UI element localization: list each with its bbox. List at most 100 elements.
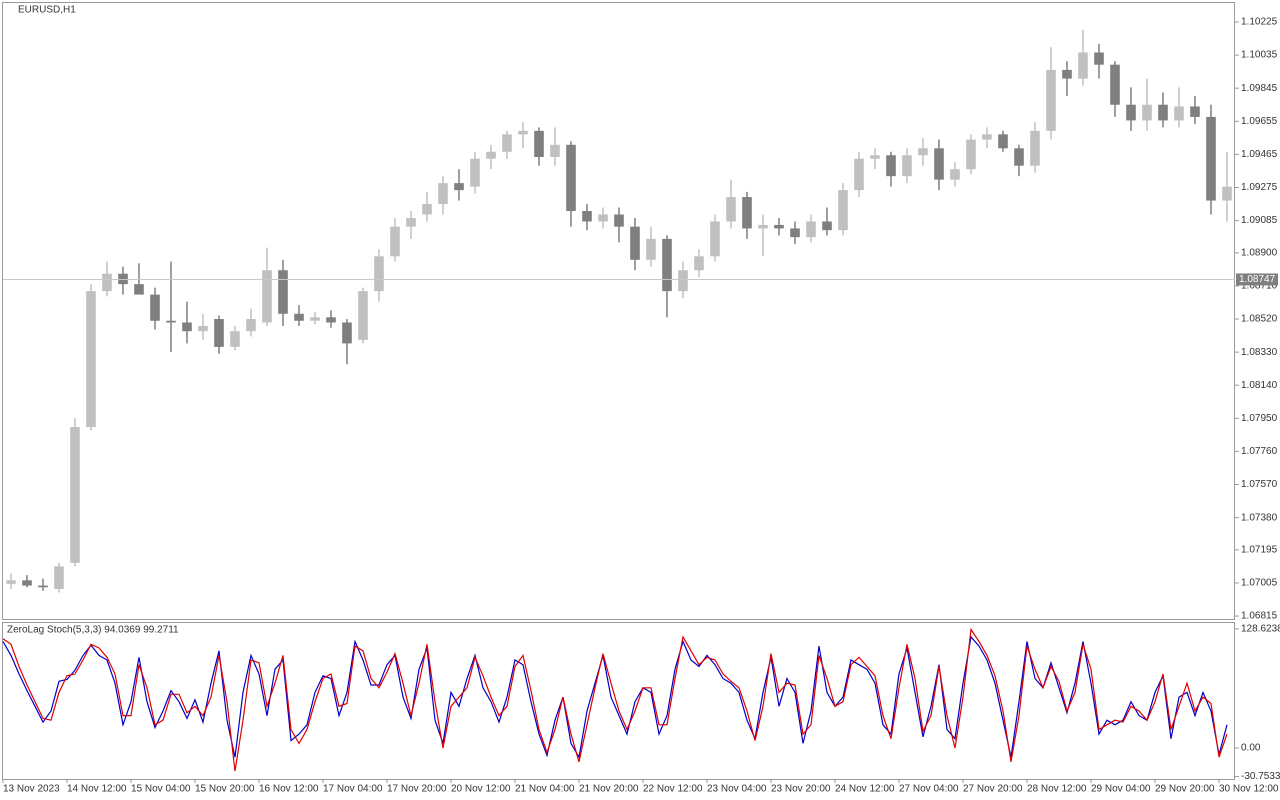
x-tick-label: 15 Nov 04:00 bbox=[131, 784, 191, 795]
candle-body bbox=[262, 270, 272, 323]
x-tick-label: 28 Nov 12:00 bbox=[1027, 784, 1087, 795]
candle-body bbox=[790, 228, 800, 238]
candle-body bbox=[1110, 64, 1120, 105]
candle-body bbox=[230, 331, 240, 347]
candle-body bbox=[502, 134, 512, 152]
candle-body bbox=[1206, 116, 1216, 201]
candle-body bbox=[1126, 104, 1136, 121]
indicator-panel bbox=[2, 622, 1235, 780]
y-tick-label: 1.06815 bbox=[1241, 611, 1278, 622]
candle-body bbox=[310, 317, 320, 321]
candle-body bbox=[70, 427, 80, 563]
candle-body bbox=[870, 155, 880, 159]
y-tick-label: 1.08900 bbox=[1241, 247, 1278, 258]
y-tick-label: 1.07760 bbox=[1241, 446, 1278, 457]
x-tick-label: 15 Nov 20:00 bbox=[195, 784, 255, 795]
candle-body bbox=[470, 158, 480, 187]
candle-body bbox=[998, 134, 1008, 149]
candle-body bbox=[486, 151, 496, 159]
price-tag bbox=[1236, 273, 1278, 286]
candle-body bbox=[1174, 106, 1184, 121]
y-tick-label: 1.07570 bbox=[1241, 479, 1278, 490]
y-tick-label: 1.08140 bbox=[1241, 380, 1278, 391]
x-tick-label: 21 Nov 20:00 bbox=[579, 784, 639, 795]
price-tag-label: 1.08747 bbox=[1239, 274, 1276, 285]
candle-body bbox=[406, 217, 416, 227]
candle-body bbox=[534, 130, 544, 157]
candle-body bbox=[1030, 130, 1040, 166]
x-tick-label: 24 Nov 12:00 bbox=[835, 784, 895, 795]
x-tick-label: 20 Nov 12:00 bbox=[451, 784, 511, 795]
y-tick-label: 1.09845 bbox=[1241, 83, 1278, 94]
candle-body bbox=[1142, 104, 1152, 121]
candle-body bbox=[342, 322, 352, 344]
candle-body bbox=[694, 256, 704, 271]
candle-body bbox=[1158, 104, 1168, 121]
candle-body bbox=[182, 322, 192, 332]
x-tick-label: 30 Nov 12:00 bbox=[1219, 784, 1279, 795]
candle-body bbox=[678, 270, 688, 292]
candle-body bbox=[854, 158, 864, 191]
x-tick-label: 23 Nov 20:00 bbox=[771, 784, 831, 795]
candle-body bbox=[598, 214, 608, 222]
candle-body bbox=[646, 238, 656, 260]
x-tick-label: 13 Nov 2023 bbox=[3, 784, 60, 795]
y-tick-label: 1.08710 bbox=[1241, 281, 1278, 292]
x-tick-label: 17 Nov 04:00 bbox=[323, 784, 383, 795]
x-tick-label: 17 Nov 20:00 bbox=[387, 784, 447, 795]
candle-body bbox=[1222, 186, 1232, 201]
candle-body bbox=[214, 319, 224, 347]
x-tick-label: 27 Nov 04:00 bbox=[899, 784, 959, 795]
x-tick-label: 14 Nov 12:00 bbox=[67, 784, 127, 795]
x-tick-label: 22 Nov 12:00 bbox=[643, 784, 703, 795]
indicator-line bbox=[2, 635, 1228, 759]
candle-body bbox=[438, 183, 448, 205]
candle-body bbox=[934, 148, 944, 180]
candle-body bbox=[390, 226, 400, 257]
x-tick-label: 16 Nov 12:00 bbox=[259, 784, 319, 795]
candle-body bbox=[710, 221, 720, 257]
x-tick-label: 29 Nov 20:00 bbox=[1155, 784, 1215, 795]
candle-body bbox=[102, 273, 112, 292]
candle-body bbox=[422, 204, 432, 215]
y-tick-label: 1.09465 bbox=[1241, 149, 1278, 160]
candle-body bbox=[550, 144, 560, 157]
candle-body bbox=[518, 130, 528, 135]
candle-body bbox=[134, 284, 144, 295]
candle-body bbox=[118, 273, 128, 285]
x-tick-label: 27 Nov 20:00 bbox=[963, 784, 1023, 795]
y-tick-label: 1.08330 bbox=[1241, 347, 1278, 358]
candle-body bbox=[902, 155, 912, 177]
candle-body bbox=[1046, 69, 1056, 131]
candle-body bbox=[198, 325, 208, 332]
candle-body bbox=[1078, 52, 1088, 79]
candle-body bbox=[454, 183, 464, 191]
candle-body bbox=[1094, 52, 1104, 65]
candle-body bbox=[614, 214, 624, 227]
candle-body bbox=[982, 134, 992, 140]
candle-body bbox=[278, 270, 288, 314]
candle-body bbox=[1014, 148, 1024, 166]
candle-body bbox=[6, 580, 16, 584]
candle-body bbox=[950, 169, 960, 180]
y-tick-label: 1.07195 bbox=[1241, 544, 1278, 555]
x-tick-label: 21 Nov 04:00 bbox=[515, 784, 575, 795]
candle-body bbox=[86, 291, 96, 428]
symbol-title: EURUSD,H1 bbox=[18, 5, 76, 16]
candle-body bbox=[918, 148, 928, 156]
candle-body bbox=[54, 566, 64, 590]
y-tick-label: 1.10035 bbox=[1241, 50, 1278, 61]
candle-body bbox=[774, 224, 784, 229]
candle-body bbox=[246, 319, 256, 332]
candle-body bbox=[822, 221, 832, 231]
candle-body bbox=[166, 320, 176, 323]
candle-body bbox=[806, 221, 816, 238]
candle-body bbox=[326, 317, 336, 323]
candle-body bbox=[630, 226, 640, 260]
y-tick-label: -30.7533 bbox=[1241, 771, 1280, 782]
x-tick-label: 23 Nov 04:00 bbox=[707, 784, 767, 795]
y-tick-label: 1.09275 bbox=[1241, 182, 1278, 193]
y-tick-label: 1.09085 bbox=[1241, 215, 1278, 226]
